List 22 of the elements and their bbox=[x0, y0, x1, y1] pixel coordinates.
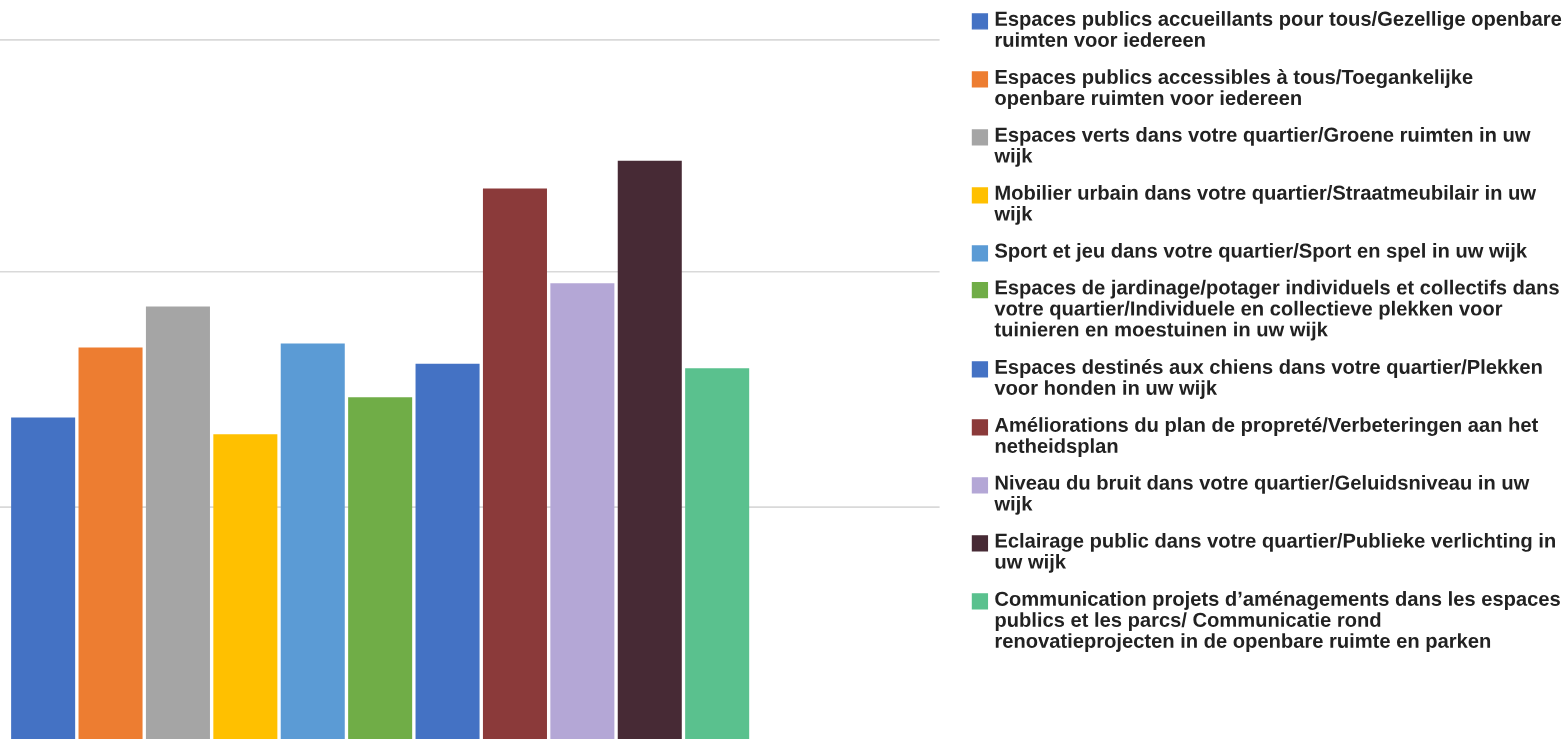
legend-label: Niveau du bruit dans votre quartier/Geluidsniveau in uw wijk bbox=[994, 474, 1530, 515]
legend-label: Espaces publics accueillants pour tous/Gezellige openbare ruimten voor iedereen bbox=[995, 11, 1562, 47]
bar bbox=[348, 397, 413, 739]
legend-label: Mobilier urbain dans votre quartier/Straatmeubilair in uw wijk bbox=[994, 185, 1537, 225]
legend-label: Communication projets d’aménagements dans les espaces publics et les parcs/ Communicatie rond renovatieprojecten in de openbare ruimte en parken bbox=[995, 590, 1560, 652]
bar bbox=[550, 283, 615, 739]
bar bbox=[415, 363, 480, 739]
bar bbox=[78, 347, 143, 739]
legend-label: Eclairage public dans votre quartier/Publieke verlichting in uw wijk bbox=[995, 532, 1555, 573]
bar bbox=[685, 368, 750, 739]
legend-label: Espaces destinés aux chiens dans votre quartier/Plekken voor honden in uw wijk bbox=[994, 359, 1542, 399]
bar bbox=[145, 306, 210, 739]
legend-label: Espaces publics accessibles à tous/Toegankelijke openbare ruimten voor iedereen bbox=[995, 69, 1473, 110]
legend-label: Espaces de jardinage/potager individuels et collectifs dans votre quartier/Individuele en collectieve plekken voor tuinieren en moestuinen in uw wijk bbox=[994, 279, 1559, 341]
bar bbox=[617, 160, 682, 739]
bar bbox=[213, 434, 278, 739]
bar bbox=[11, 417, 76, 739]
bar bbox=[482, 188, 547, 739]
bar bbox=[280, 343, 345, 739]
legend-label: Espaces verts dans votre quartier/Groene ruimten in uw wijk bbox=[994, 127, 1531, 167]
legend-label: Améliorations du plan de propreté/Verbeteringen aan het netheidsplan bbox=[994, 416, 1539, 457]
legend-label: Sport et jeu dans votre quartier/Sport en spel in uw wijk bbox=[994, 243, 1528, 262]
